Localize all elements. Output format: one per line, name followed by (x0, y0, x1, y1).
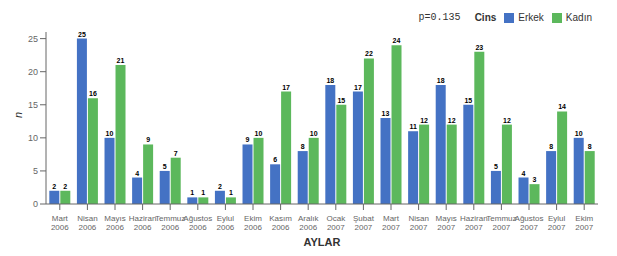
svg-text:13: 13 (382, 110, 390, 117)
svg-text:14: 14 (558, 103, 566, 110)
svg-text:0: 0 (33, 199, 38, 209)
svg-text:Ocak2007: Ocak2007 (326, 214, 346, 232)
svg-text:12: 12 (448, 117, 456, 124)
svg-text:Haziran2007: Haziran2007 (460, 214, 488, 232)
svg-text:Temmuz2007: Temmuz2007 (486, 214, 516, 232)
svg-text:11: 11 (409, 123, 417, 130)
svg-text:21: 21 (117, 57, 125, 64)
svg-text:15: 15 (464, 97, 472, 104)
svg-text:9: 9 (146, 136, 150, 143)
svg-text:10: 10 (310, 130, 318, 137)
svg-text:20: 20 (28, 67, 38, 77)
svg-text:24: 24 (393, 37, 401, 44)
svg-text:3: 3 (533, 176, 537, 183)
svg-text:Nisan2007: Nisan2007 (408, 214, 428, 232)
svg-text:15: 15 (28, 100, 38, 110)
svg-text:Temmuz2006: Temmuz2006 (155, 214, 185, 232)
svg-text:4: 4 (135, 170, 139, 177)
svg-text:4: 4 (522, 170, 526, 177)
svg-text:Şubat2007: Şubat2007 (353, 214, 375, 232)
html-text:Erkek: Erkek (518, 12, 544, 23)
svg-text:2: 2 (63, 183, 67, 190)
svg-text:2: 2 (218, 183, 222, 190)
svg-text:Kasım2006: Kasım2006 (269, 214, 292, 232)
svg-text:8: 8 (549, 143, 553, 150)
svg-text:25: 25 (78, 31, 86, 38)
svg-text:9: 9 (246, 136, 250, 143)
svg-text:Nisan2006: Nisan2006 (77, 214, 97, 232)
svg-text:Haziran2006: Haziran2006 (129, 214, 157, 232)
svg-text:Eylul2006: Eylul2006 (217, 214, 235, 232)
svg-text:10: 10 (255, 130, 263, 137)
svg-text:6: 6 (273, 156, 277, 163)
svg-text:12: 12 (503, 117, 511, 124)
svg-text:18: 18 (437, 77, 445, 84)
svg-text:Ağustos2006: Ağustos2006 (183, 214, 212, 232)
svg-text:2: 2 (52, 183, 56, 190)
svg-text:10: 10 (106, 130, 114, 137)
svg-text:17: 17 (354, 84, 362, 91)
svg-text:25: 25 (28, 34, 38, 44)
svg-text:16: 16 (89, 90, 97, 97)
svg-text:8: 8 (588, 143, 592, 150)
svg-text:23: 23 (475, 44, 483, 51)
svg-text:22: 22 (365, 50, 373, 57)
svg-text:5: 5 (33, 166, 38, 176)
svg-text:AYLAR: AYLAR (304, 236, 341, 248)
svg-text:Ekim2006: Ekim2006 (244, 214, 262, 232)
svg-text:17: 17 (282, 84, 290, 91)
svg-text:10: 10 (28, 133, 38, 143)
svg-text:Ağustos2007: Ağustos2007 (515, 214, 544, 232)
svg-text:Eylul2007: Eylul2007 (548, 214, 566, 232)
svg-text:8: 8 (301, 143, 305, 150)
svg-text:Ekim2007: Ekim2007 (575, 214, 593, 232)
svg-text:1: 1 (201, 189, 205, 196)
html-text:p=0.135: p=0.135 (418, 12, 461, 23)
svg-text:5: 5 (163, 163, 167, 170)
svg-text:18: 18 (326, 77, 334, 84)
svg-text:15: 15 (337, 97, 345, 104)
svg-text:5: 5 (494, 163, 498, 170)
svg-text:Mart2006: Mart2006 (51, 214, 69, 232)
svg-text:Mayıs2006: Mayıs2006 (104, 214, 125, 232)
svg-text:1: 1 (229, 189, 233, 196)
svg-text:1: 1 (190, 189, 194, 196)
svg-text:n: n (12, 112, 24, 118)
svg-text:Mart2007: Mart2007 (382, 214, 400, 232)
svg-text:10: 10 (575, 130, 583, 137)
svg-text:7: 7 (174, 150, 178, 157)
svg-text:Mayıs2007: Mayıs2007 (436, 214, 457, 232)
html-text:Kadın: Kadın (565, 12, 592, 23)
svg-text:Aralık2006: Aralık2006 (298, 214, 319, 232)
html-text:Cins: Cins (474, 12, 497, 23)
svg-text:12: 12 (420, 117, 428, 124)
